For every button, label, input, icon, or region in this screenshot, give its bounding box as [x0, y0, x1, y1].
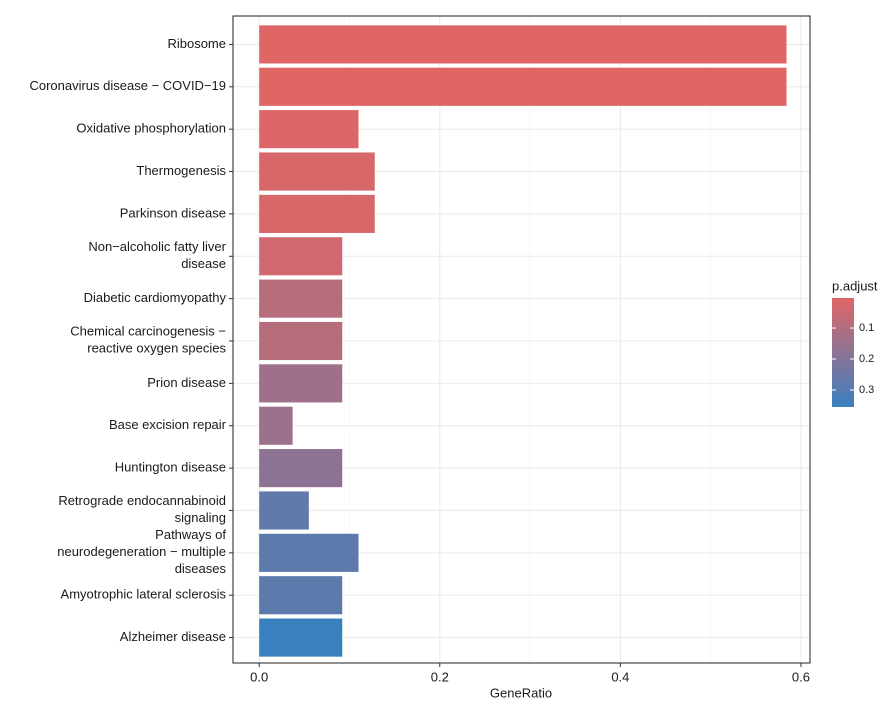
- colorbar-label: 0.1: [859, 322, 874, 334]
- y-tick-label: Non−alcoholic fatty liver disease: [88, 239, 226, 271]
- y-tick-label: Parkinson disease: [120, 205, 226, 220]
- y-tick-label: Coronavirus disease − COVID−19: [29, 78, 226, 93]
- bar: [259, 194, 375, 233]
- bar: [259, 279, 343, 318]
- colorbar-label: 0.2: [859, 353, 874, 365]
- bar: [259, 533, 359, 572]
- y-tick-label: Alzheimer disease: [120, 629, 226, 644]
- y-tick-label: Base excision repair: [109, 417, 227, 432]
- bar: [259, 237, 343, 276]
- bar: [259, 67, 787, 106]
- y-tick-label: Prion disease: [147, 375, 226, 390]
- bar: [259, 576, 343, 615]
- x-tick-label: 0.4: [611, 669, 629, 684]
- bar: [259, 449, 343, 488]
- y-tick-label: Retrograde endocannabinoid signaling: [58, 493, 226, 525]
- y-tick-label: Oxidative phosphorylation: [76, 121, 226, 136]
- legend-title: p.adjust: [832, 278, 878, 293]
- y-tick-label: Diabetic cardiomyopathy: [84, 290, 227, 305]
- bar: [259, 110, 359, 149]
- y-tick-label: Ribosome: [167, 36, 226, 51]
- bar: [259, 364, 343, 403]
- bar: [259, 491, 309, 530]
- colorbar-label: 0.3: [859, 384, 874, 396]
- x-tick-label: 0.2: [431, 669, 449, 684]
- y-tick-label: Amyotrophic lateral sclerosis: [61, 587, 227, 602]
- panel-border: [232, 15, 811, 664]
- y-tick-label: Thermogenesis: [136, 163, 226, 178]
- x-tick-label: 0.6: [792, 669, 810, 684]
- y-tick-label: Pathways of neurodegeneration − multiple d…: [57, 527, 226, 576]
- colorbar: [832, 298, 854, 407]
- bar: [259, 152, 375, 191]
- x-tick-label: 0.0: [250, 669, 268, 684]
- bar: [259, 618, 343, 657]
- y-tick-label: Huntington disease: [115, 460, 226, 475]
- y-tick-label: Chemical carcinogenesis − reactive oxygen…: [70, 324, 226, 356]
- bar: [259, 25, 787, 64]
- bar: [259, 406, 293, 445]
- bar: [259, 321, 343, 361]
- x-axis-title: GeneRatio: [490, 685, 552, 700]
